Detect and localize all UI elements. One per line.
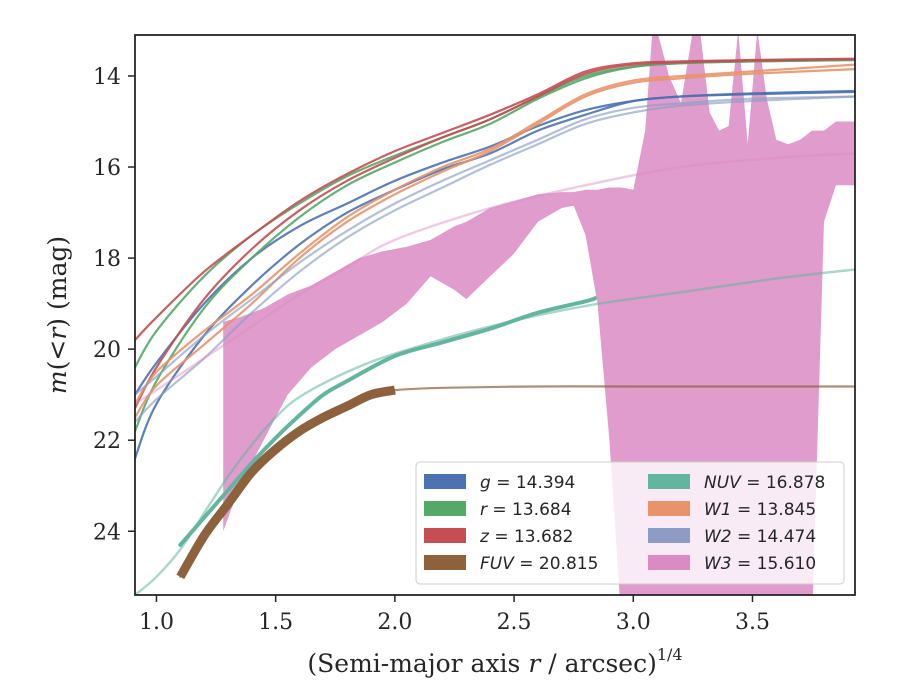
x-tick-label: 1.5 <box>258 610 293 635</box>
series-w3-band <box>223 35 855 595</box>
y-tick-label: 14 <box>93 65 121 90</box>
y-axis-ticks: 14 16 18 20 22 24 <box>93 65 135 545</box>
x-tick-label: 3.0 <box>616 610 651 635</box>
legend-label-fuv: FUV = 20.815 <box>480 554 598 574</box>
uncertainty-bands <box>223 35 855 595</box>
series-w2-line <box>135 95 855 424</box>
plot-frame <box>134 34 856 596</box>
series-w1-line <box>135 68 855 419</box>
legend-swatch-w2 <box>648 528 690 543</box>
legend-swatch-g <box>424 474 466 489</box>
series-g-line <box>135 89 855 460</box>
x-tick-label: 2.0 <box>377 610 412 635</box>
legend-label-g: g = 14.394 <box>480 473 575 493</box>
series-nuv-line <box>135 268 855 595</box>
y-tick-label: 18 <box>93 247 121 272</box>
y-tick-label: 24 <box>93 520 121 545</box>
x-tick-label: 1.0 <box>139 610 174 635</box>
series-w1-line <box>135 63 855 405</box>
legend-swatch-nuv <box>648 474 690 489</box>
legend-swatch-w1 <box>648 501 690 516</box>
x-axis-ticks: 1.0 1.5 2.0 2.5 3.0 3.5 <box>139 595 770 635</box>
legend-label-w2: W2 = 14.474 <box>704 527 816 547</box>
y-tick-label: 20 <box>93 338 121 363</box>
series-w3-line <box>135 152 855 405</box>
y-tick-label: 22 <box>93 429 121 454</box>
legend-swatch-fuv <box>424 555 466 570</box>
legend-label-w1: W1 = 13.845 <box>704 500 816 520</box>
legend-swatch-w3 <box>648 555 690 570</box>
legend-swatch-r <box>424 501 466 516</box>
series-nuv-line <box>178 296 598 547</box>
series-fuv-thick-line <box>176 385 396 580</box>
legend-swatch-z <box>424 528 466 543</box>
legend-entries: g = 14.394 r = 13.684 z = 13.682 FUV = 20.8… <box>424 473 825 574</box>
series-z-line <box>135 58 855 410</box>
x-tick-label: 2.5 <box>497 610 532 635</box>
x-axis-label: (Semi-major axis r / arcsec)1/4 <box>307 645 682 678</box>
legend-frame <box>415 461 845 585</box>
y-axis-label: m(<r) (mag) <box>43 236 72 394</box>
y-tick-label: 16 <box>93 156 121 181</box>
legend-label-w3: W3 = 15.610 <box>704 554 816 574</box>
legend: g = 14.394 r = 13.684 z = 13.682 FUV = 20.8… <box>415 461 845 585</box>
legend-label-z: z = 13.682 <box>479 527 573 547</box>
series-curves <box>135 57 855 595</box>
x-tick-label: 3.5 <box>735 610 770 635</box>
series-w2-line <box>135 95 855 396</box>
legend-label-r: r = 13.684 <box>480 500 572 520</box>
legend-label-nuv: NUV = 16.878 <box>704 473 825 493</box>
